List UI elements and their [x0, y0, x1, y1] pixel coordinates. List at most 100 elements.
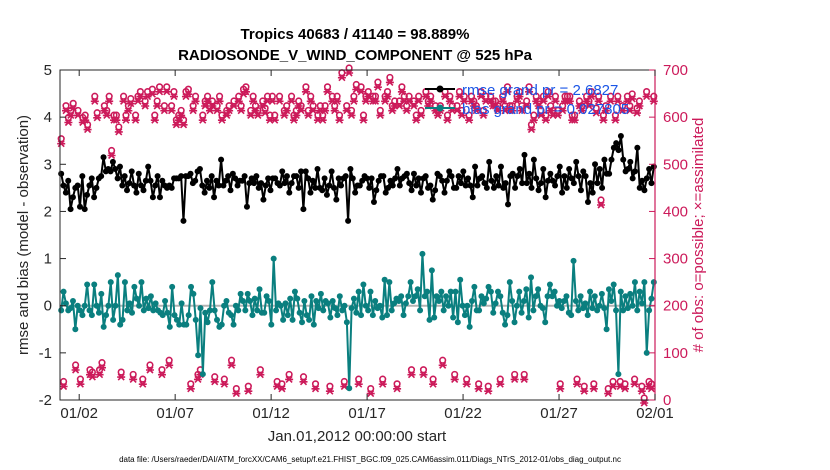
- rmse-point: [422, 173, 429, 180]
- rmse-point: [79, 173, 86, 180]
- rmse-point: [544, 177, 551, 184]
- y-right-tick-label: 600: [663, 109, 688, 126]
- obs-assimilated-point: [222, 111, 231, 119]
- bias-point: [348, 305, 355, 312]
- bias-point: [431, 314, 438, 321]
- obs-assimilated-point: [275, 97, 284, 105]
- bias-point: [648, 295, 655, 302]
- bias-point: [263, 293, 270, 300]
- rmse-point: [472, 163, 479, 170]
- obs-possible-point: [203, 92, 212, 100]
- bias-point: [598, 290, 605, 297]
- obs-possible-point: [503, 83, 512, 91]
- rmse-point: [380, 173, 387, 180]
- obs-assimilated-point: [601, 107, 610, 115]
- bias-point: [646, 307, 653, 314]
- rmse-point: [309, 177, 316, 184]
- obs-possible-point: [307, 92, 315, 100]
- obs-possible-point: [417, 106, 425, 115]
- obs-assimilated-point: [357, 88, 366, 96]
- bias-point: [539, 305, 546, 312]
- bias-point: [117, 321, 124, 328]
- obs-possible-point: [69, 99, 77, 107]
- bias-point: [214, 316, 221, 323]
- obs-assimilated-point: [585, 102, 594, 110]
- bias-point: [409, 298, 416, 304]
- rmse-point: [91, 194, 98, 201]
- rmse-point: [533, 175, 540, 182]
- bias-point: [152, 300, 159, 307]
- obs-possible-point: [59, 377, 68, 386]
- rmse-point: [646, 166, 653, 172]
- bias-point: [107, 279, 114, 286]
- rmse-point: [573, 158, 580, 165]
- bias-point: [308, 293, 315, 300]
- bias-point: [150, 307, 157, 314]
- obs-assimilated-point: [493, 107, 502, 115]
- obs-possible-point: [215, 92, 224, 100]
- obs-possible-point: [309, 102, 317, 110]
- bias-point: [391, 300, 398, 307]
- bias-point: [365, 307, 372, 314]
- obs-possible-point: [458, 106, 466, 115]
- bias-point: [178, 300, 185, 307]
- bias-point: [143, 295, 150, 302]
- rmse-point: [246, 180, 253, 187]
- bias-point: [490, 309, 497, 316]
- rmse-point: [429, 196, 436, 203]
- bias-point: [424, 288, 431, 295]
- rmse-point: [537, 180, 544, 187]
- obs-possible-point: [129, 370, 137, 379]
- obs-possible-point: [643, 87, 651, 96]
- rmse-point: [488, 177, 495, 184]
- bias-point: [471, 283, 478, 290]
- bias-point: [563, 293, 570, 300]
- rmse-point: [335, 175, 342, 182]
- y-axis-label: rmse and bias (model - observation): [15, 115, 32, 355]
- bias-point: [223, 298, 230, 304]
- obs-assimilated-point: [474, 385, 483, 393]
- obs-assimilated-point: [167, 107, 176, 115]
- rmse-point: [554, 173, 561, 180]
- obs-possible-point: [393, 380, 401, 388]
- obs-possible-point: [602, 102, 610, 110]
- rmse-point: [641, 187, 648, 194]
- obs-assimilated-point: [119, 97, 128, 105]
- rmse-point: [556, 163, 563, 170]
- bias-point: [176, 321, 183, 328]
- bias-point: [350, 295, 357, 302]
- obs-possible-point: [590, 380, 598, 388]
- rmse-point: [474, 182, 481, 189]
- rmse-point: [76, 203, 83, 210]
- bias-point: [532, 293, 539, 300]
- obs-possible-point: [287, 92, 296, 100]
- obs-possible-point: [477, 87, 485, 96]
- rmse-point: [462, 182, 469, 189]
- obs-assimilated-point: [105, 97, 114, 105]
- obs-possible-point: [635, 97, 644, 105]
- obs-possible-point: [71, 361, 80, 369]
- obs-assimilated-point: [253, 111, 262, 119]
- bias-point: [310, 321, 317, 328]
- bias-point: [280, 316, 287, 323]
- bias-point: [287, 295, 294, 302]
- obs-possible-point: [628, 90, 636, 98]
- obs-assimilated-point: [124, 107, 133, 115]
- bias-point: [79, 312, 86, 319]
- bias-point: [525, 314, 532, 321]
- bias-point: [579, 305, 586, 312]
- obs-possible-point: [407, 366, 416, 374]
- obs-possible-point: [343, 102, 351, 110]
- obs-possible-point: [460, 92, 468, 100]
- bias-point: [299, 319, 306, 326]
- obs-possible-point: [355, 375, 363, 383]
- obs-assimilated-point: [484, 387, 493, 395]
- rmse-point: [617, 133, 624, 139]
- obs-assimilated-point: [628, 95, 637, 103]
- rmse-point: [227, 187, 234, 194]
- obs-assimilated-point: [205, 107, 214, 115]
- rmse-point: [328, 168, 335, 175]
- obs-possible-point: [542, 111, 550, 119]
- bias-point: [199, 371, 206, 378]
- bias-point: [95, 309, 102, 316]
